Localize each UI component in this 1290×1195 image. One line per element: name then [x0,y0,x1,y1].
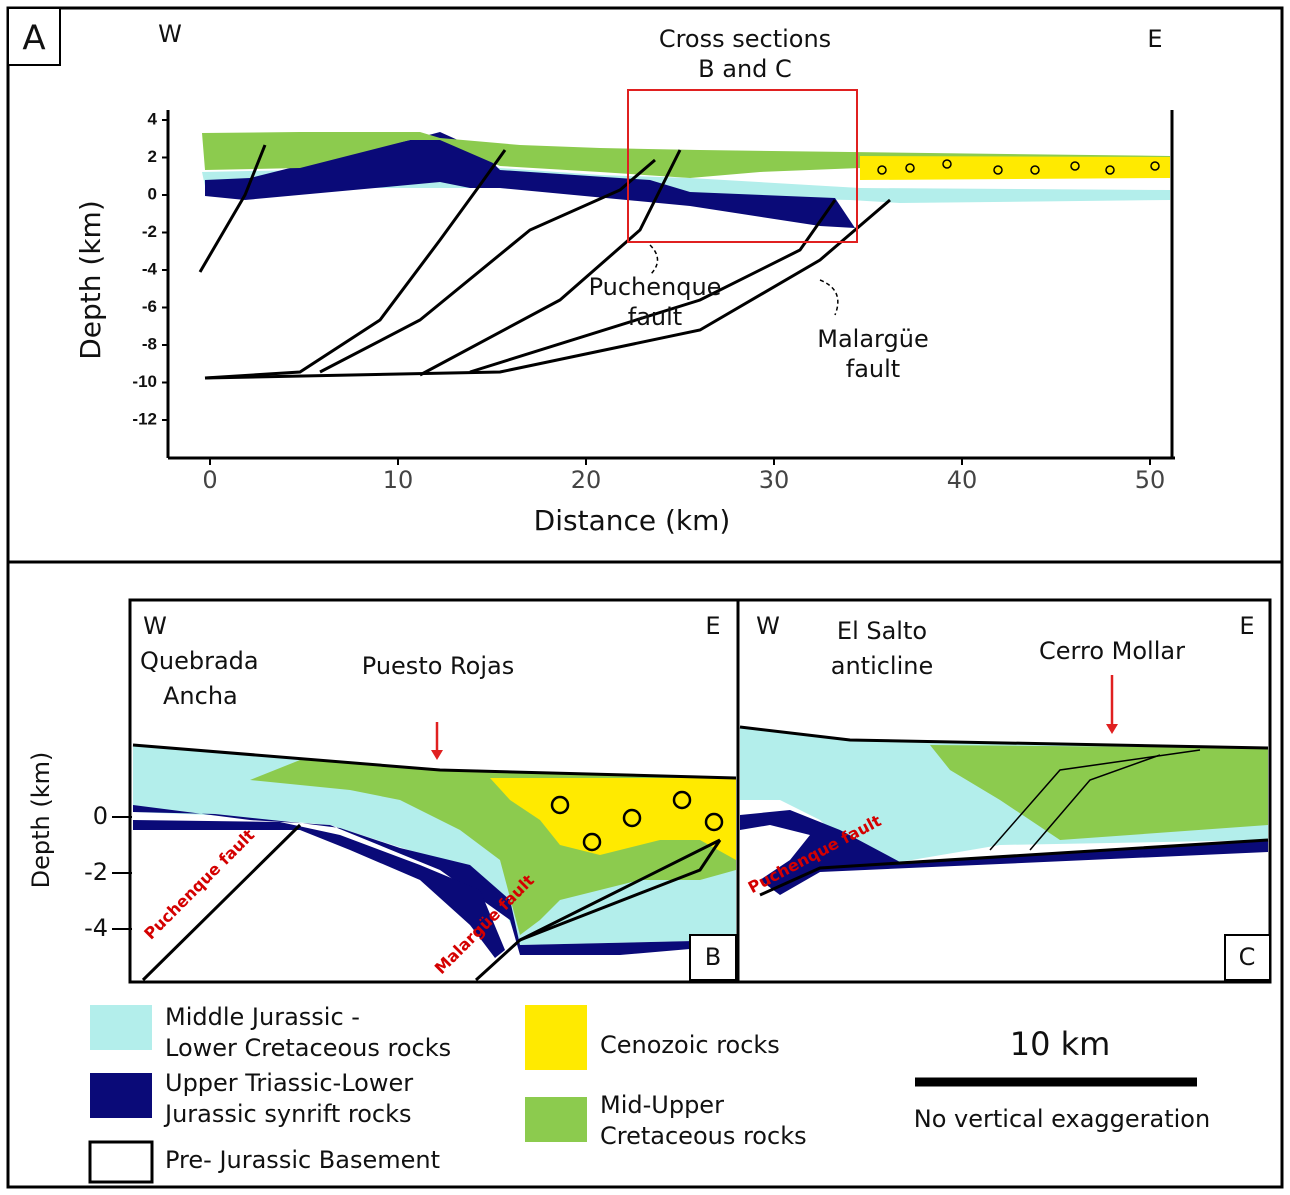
legend-swatch [90,1005,152,1050]
annotation: fault [846,355,900,383]
y-tick-label: -8 [142,334,157,353]
scale-note: No vertical exaggeration [914,1105,1210,1133]
leader [650,245,658,275]
inset-title: B and C [698,55,792,83]
annotation: Puchenque [589,273,722,301]
y-tick-label: -2 [142,222,157,241]
legend-label: Lower Cretaceous rocks [165,1034,451,1062]
inset-title: Cross sections [659,25,831,53]
legend-label: Pre- Jurassic Basement [165,1146,440,1174]
legend-swatch [525,1097,587,1142]
east-label: E [705,612,720,640]
place-label: El Salto [837,617,927,645]
x-tick-label: 10 [383,466,414,494]
y-tick-label: 0 [148,184,157,203]
west-label: W [756,612,780,640]
leader [820,280,838,315]
y-tick-label: 2 [148,147,157,166]
y-tick-label: -2 [84,858,108,886]
legend-label: Jurassic synrift rocks [163,1100,412,1128]
legend-label: Cretaceous rocks [600,1122,807,1150]
legend-swatch [90,1142,152,1182]
legend-label: Upper Triassic-Lower [165,1069,413,1097]
scale-label: 10 km [1010,1025,1111,1063]
east-label: E [1147,25,1162,53]
legend-label: Cenozoic rocks [600,1031,780,1059]
x-axis-title: Distance (km) [534,504,731,537]
annotation: Malargüe [817,325,928,353]
west-label: W [143,612,167,640]
legend-swatch [525,1005,587,1070]
legend-swatch [90,1073,152,1118]
place-label: Puesto Rojas [362,652,514,680]
panel-label: B [705,943,721,971]
y-tick-label: -4 [84,914,108,942]
y-tick-label: -6 [142,297,157,316]
x-tick-label: 40 [947,466,978,494]
y-tick-label: 4 [148,109,158,128]
axis-b: 0 -2 -4 [84,802,132,942]
y-axis-title: Depth (km) [74,200,107,360]
x-tick-label: 20 [571,466,602,494]
place-label: Quebrada [140,647,259,675]
west-label: W [158,20,182,48]
x-tick-label: 50 [1135,466,1166,494]
x-tick-label: 30 [759,466,790,494]
x-tick-label: 0 [202,466,217,494]
panel-label: C [1239,943,1256,971]
y-tick-label: -4 [142,259,158,278]
legend-label: Middle Jurassic - [165,1003,360,1031]
y-tick-label: -12 [132,409,157,428]
east-label: E [1239,612,1254,640]
place-label: Ancha [163,682,238,710]
malargue-fault [205,200,890,378]
legend-label: Mid-Upper [600,1091,724,1119]
figure: A W E Cross sections B and C Puchenque f… [0,0,1290,1195]
annotation: fault [628,303,682,331]
panel-label: A [22,19,45,59]
place-label: anticline [831,652,934,680]
y-tick-label: 0 [93,802,108,830]
y-axis-title: Depth (km) [27,752,55,889]
y-tick-label: -10 [132,372,157,391]
place-label: Cerro Mollar [1039,637,1185,665]
